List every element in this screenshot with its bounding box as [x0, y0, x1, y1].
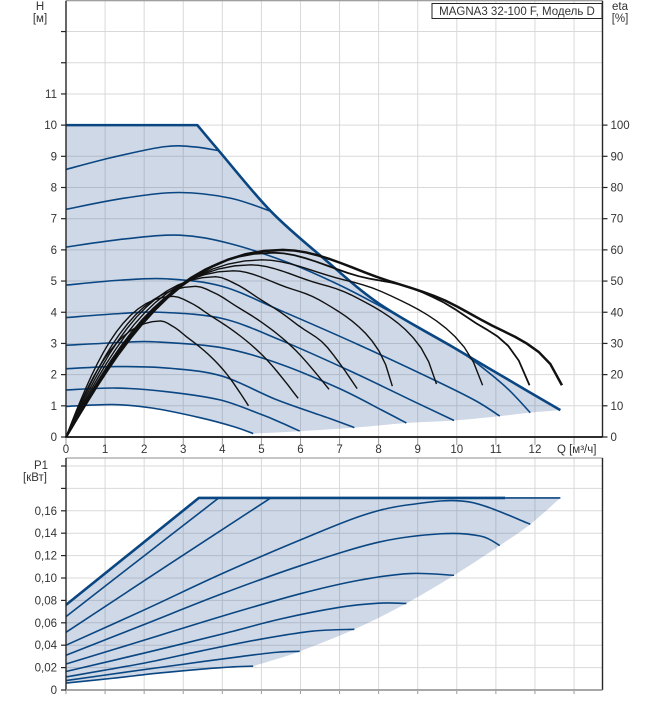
svg-text:8: 8: [51, 183, 57, 195]
svg-text:6: 6: [51, 245, 57, 257]
svg-text:30: 30: [611, 338, 624, 350]
svg-text:11: 11: [45, 89, 57, 101]
svg-text:0: 0: [51, 685, 57, 697]
svg-text:0,10: 0,10: [35, 573, 57, 585]
svg-text:0,08: 0,08: [35, 595, 57, 607]
svg-text:1: 1: [51, 401, 57, 413]
svg-text:7: 7: [336, 444, 342, 456]
svg-text:4: 4: [51, 307, 58, 319]
svg-text:7: 7: [51, 214, 57, 226]
svg-text:[%]: [%]: [612, 13, 629, 25]
svg-text:20: 20: [611, 370, 624, 382]
svg-text:1: 1: [102, 444, 108, 456]
svg-text:70: 70: [611, 214, 624, 226]
svg-text:5: 5: [51, 276, 57, 288]
svg-text:0,16: 0,16: [35, 506, 57, 518]
svg-text:0,14: 0,14: [35, 528, 58, 540]
svg-text:12: 12: [529, 444, 542, 456]
svg-text:40: 40: [611, 307, 624, 319]
svg-text:6: 6: [297, 444, 303, 456]
svg-text:[м]: [м]: [33, 13, 47, 25]
svg-text:60: 60: [611, 245, 624, 257]
svg-text:H: H: [36, 1, 44, 13]
svg-text:0,02: 0,02: [35, 663, 57, 675]
svg-text:MAGNA3 32-100 F, Модель D: MAGNA3 32-100 F, Модель D: [439, 6, 595, 18]
svg-text:9: 9: [415, 444, 421, 456]
svg-text:90: 90: [611, 151, 624, 163]
svg-text:[кВт]: [кВт]: [23, 472, 47, 484]
svg-text:4: 4: [219, 444, 226, 456]
svg-text:0: 0: [51, 432, 57, 444]
svg-text:0: 0: [611, 432, 617, 444]
svg-text:50: 50: [611, 276, 624, 288]
svg-text:P1: P1: [34, 460, 48, 472]
svg-text:0,12: 0,12: [35, 551, 57, 563]
svg-text:80: 80: [611, 183, 624, 195]
svg-text:0,04: 0,04: [35, 640, 58, 652]
svg-text:0: 0: [63, 444, 69, 456]
svg-text:3: 3: [180, 444, 186, 456]
svg-text:3: 3: [51, 338, 57, 350]
svg-text:Q [м³/ч]: Q [м³/ч]: [557, 444, 596, 456]
svg-text:11: 11: [490, 444, 502, 456]
svg-text:100: 100: [611, 120, 630, 132]
svg-text:8: 8: [375, 444, 381, 456]
svg-text:10: 10: [611, 401, 624, 413]
svg-text:10: 10: [44, 120, 57, 132]
svg-text:9: 9: [51, 151, 57, 163]
svg-text:10: 10: [450, 444, 463, 456]
svg-text:eta: eta: [612, 1, 629, 13]
svg-text:5: 5: [258, 444, 264, 456]
svg-text:2: 2: [141, 444, 147, 456]
svg-text:0,06: 0,06: [35, 618, 57, 630]
svg-text:2: 2: [51, 370, 57, 382]
